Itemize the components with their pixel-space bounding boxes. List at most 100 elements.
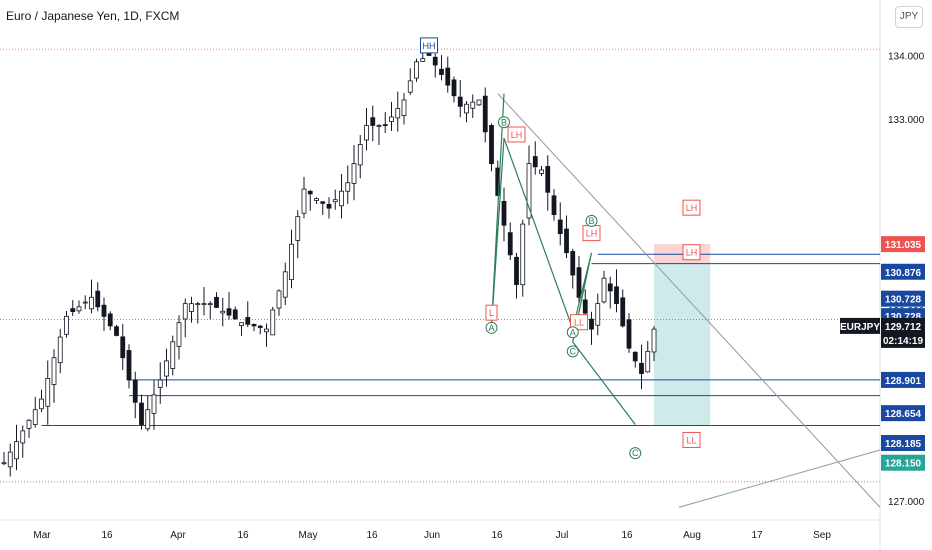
candle-body xyxy=(270,309,276,336)
candle-body xyxy=(532,156,538,168)
candle-body xyxy=(470,101,476,109)
abc-pattern-line xyxy=(490,93,636,425)
grid-layer xyxy=(0,0,881,550)
candle-body xyxy=(220,310,226,314)
candle-body xyxy=(464,103,469,114)
x-tick-label: Aug xyxy=(683,530,701,541)
x-tick-label: Mar xyxy=(33,530,51,541)
candle-body xyxy=(126,350,132,381)
candle-body xyxy=(145,409,151,430)
price-tag-label: 128.185 xyxy=(885,439,922,450)
price-tag xyxy=(881,236,925,253)
price-axis: 134.000133.000130.000127.000131.035130.8… xyxy=(840,51,925,508)
candle-body xyxy=(651,328,657,353)
price-tag xyxy=(881,371,925,388)
candle-body xyxy=(607,283,613,292)
candle-body xyxy=(564,228,569,254)
candle-body xyxy=(170,341,176,369)
swing-label-box xyxy=(420,37,438,54)
candle-body xyxy=(20,430,26,444)
trendline-descending xyxy=(497,93,881,508)
candle-body xyxy=(295,216,301,241)
candle-body xyxy=(195,303,201,306)
x-tick-label: Jun xyxy=(424,530,440,541)
candle-body xyxy=(514,256,519,285)
candle-body xyxy=(226,308,232,316)
candles-layer xyxy=(1,41,657,477)
pattern-point-label: B xyxy=(588,216,594,226)
candle-body xyxy=(482,95,488,133)
candle-body xyxy=(414,61,419,79)
currency-button[interactable]: JPY xyxy=(895,6,923,28)
candle-body xyxy=(395,108,401,119)
candle-body xyxy=(632,351,638,362)
swing-label-box xyxy=(485,304,498,321)
price-tag-label: 128.654 xyxy=(885,409,922,420)
candle-body xyxy=(376,125,382,127)
candle-body xyxy=(382,124,388,126)
candle-body xyxy=(107,313,113,327)
price-tag xyxy=(881,263,925,280)
candle-body xyxy=(520,223,526,286)
candle-body xyxy=(101,304,107,317)
price-tag-label: 130.728 xyxy=(885,295,922,306)
candle-body xyxy=(264,328,269,333)
candle-body xyxy=(132,379,138,403)
candle-body xyxy=(576,267,582,298)
candle-body xyxy=(439,68,444,75)
candle-body xyxy=(120,336,126,359)
x-tick-label: Apr xyxy=(170,530,186,541)
pattern-point-label: C xyxy=(570,346,577,356)
candle-body xyxy=(639,362,644,375)
candle-body xyxy=(620,297,626,327)
candle-body xyxy=(189,303,194,312)
candle-body xyxy=(182,303,188,320)
x-tick-label: 16 xyxy=(366,530,378,541)
swing-label-text: LL xyxy=(574,318,584,328)
price-tag-label: 131.035 xyxy=(885,240,922,251)
candle-body xyxy=(51,357,57,385)
candle-body xyxy=(39,398,44,410)
countdown-label: 02:14:19 xyxy=(883,336,923,347)
candle-body xyxy=(339,190,344,207)
swing-label-text: LH xyxy=(686,248,698,258)
price-tag-label: 130.876 xyxy=(885,268,922,279)
candle-body xyxy=(626,319,632,349)
candle-body xyxy=(282,271,288,298)
candle-body xyxy=(139,402,144,425)
candle-body xyxy=(582,299,588,314)
candle-body xyxy=(401,99,407,117)
price-tag xyxy=(881,290,925,307)
candle-body xyxy=(214,296,219,308)
candle-body xyxy=(364,125,369,141)
symbol-tag xyxy=(840,317,880,334)
candle-body xyxy=(545,166,551,193)
candle-body xyxy=(1,462,7,465)
pattern-layer xyxy=(490,93,636,425)
x-tick-label: Sep xyxy=(813,530,831,541)
candle-body xyxy=(445,67,451,86)
candle-body xyxy=(32,409,38,425)
swing-label-text: L xyxy=(489,308,494,318)
candle-body xyxy=(601,277,607,303)
pattern-point-label: B xyxy=(501,117,507,127)
candle-body xyxy=(432,56,438,66)
chart-title: Euro / Japanese Yen, 1D, FXCM xyxy=(6,9,180,23)
price-tag xyxy=(881,454,925,471)
swing-label-text: LH xyxy=(511,130,523,140)
x-tick-label: 16 xyxy=(491,530,503,541)
candle-body xyxy=(420,58,426,62)
swing-label-box xyxy=(682,199,701,216)
candle-body xyxy=(314,198,319,201)
candle-body xyxy=(245,317,251,325)
candle-body xyxy=(57,336,63,364)
pattern-point-marker xyxy=(485,321,498,334)
swing-label-text: LH xyxy=(686,203,698,213)
candle-body xyxy=(526,163,532,219)
price-tag-label: 128.150 xyxy=(885,459,922,470)
candle-body xyxy=(164,360,169,377)
candle-body xyxy=(320,201,326,204)
price-tag xyxy=(881,405,925,422)
candle-body xyxy=(370,117,376,126)
